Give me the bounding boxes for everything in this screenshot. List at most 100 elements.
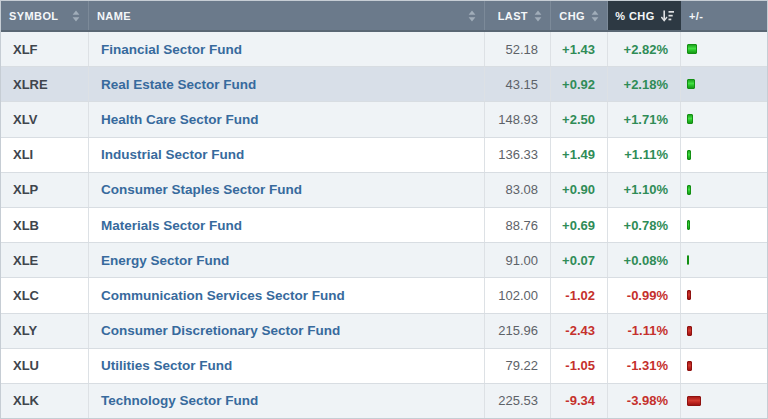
symbol-cell: XLU: [1, 349, 89, 383]
pct-chg-cell: +0.08%: [608, 243, 681, 277]
table-body: XLF Financial Sector Fund 52.18 +1.43 +2…: [1, 32, 767, 418]
column-header-name[interactable]: NAME: [89, 1, 485, 30]
name-link[interactable]: Energy Sector Fund: [89, 243, 485, 277]
table-row-xlp[interactable]: XLP Consumer Staples Sector Fund 83.08 +…: [1, 172, 767, 207]
chg-cell: +1.43: [551, 32, 608, 66]
last-cell: 88.76: [485, 208, 551, 242]
table-row-xlre[interactable]: XLRE Real Estate Sector Fund 43.15 +0.92…: [1, 66, 767, 101]
table-row-xlf[interactable]: XLF Financial Sector Fund 52.18 +1.43 +2…: [1, 32, 767, 66]
change-bar-cell: [681, 278, 767, 312]
pct-chg-cell: +2.18%: [608, 67, 681, 101]
column-header-label: CHG: [559, 10, 585, 22]
column-header-last[interactable]: LAST: [485, 1, 551, 30]
chg-cell: +1.49: [551, 138, 608, 172]
chg-cell: +2.50: [551, 102, 608, 136]
pct-chg-cell: -3.98%: [608, 384, 681, 418]
table-row-xlk[interactable]: XLK Technology Sector Fund 225.53 -9.34 …: [1, 383, 767, 418]
pct-chg-cell: +1.11%: [608, 138, 681, 172]
last-cell: 91.00: [485, 243, 551, 277]
pct-chg-cell: +1.71%: [608, 102, 681, 136]
sort-carets-icon: [591, 10, 599, 22]
sort-carets-icon: [534, 10, 542, 22]
column-header-label: +/-: [689, 10, 703, 22]
name-link[interactable]: Utilities Sector Fund: [89, 349, 485, 383]
last-cell: 83.08: [485, 173, 551, 207]
last-cell: 225.53: [485, 384, 551, 418]
change-bar-cell: [681, 173, 767, 207]
chg-cell: -1.02: [551, 278, 608, 312]
column-header-chg[interactable]: CHG: [551, 1, 608, 30]
pct-chg-cell: -1.11%: [608, 314, 681, 348]
symbol-cell: XLI: [1, 138, 89, 172]
symbol-cell: XLK: [1, 384, 89, 418]
name-link[interactable]: Consumer Staples Sector Fund: [89, 173, 485, 207]
column-header-label: % CHG: [615, 10, 654, 22]
chg-cell: +0.92: [551, 67, 608, 101]
table-row-xlv[interactable]: XLV Health Care Sector Fund 148.93 +2.50…: [1, 101, 767, 136]
symbol-cell: XLB: [1, 208, 89, 242]
symbol-cell: XLE: [1, 243, 89, 277]
table-row-xly[interactable]: XLY Consumer Discretionary Sector Fund 2…: [1, 313, 767, 348]
name-link[interactable]: Financial Sector Fund: [89, 32, 485, 66]
change-bar: [687, 290, 691, 300]
chg-cell: -1.05: [551, 349, 608, 383]
name-link[interactable]: Health Care Sector Fund: [89, 102, 485, 136]
column-header-change-bar: +/-: [681, 1, 767, 30]
column-header-pct-chg[interactable]: % CHG: [608, 1, 681, 30]
column-header-label: LAST: [498, 10, 528, 22]
pct-chg-cell: -0.99%: [608, 278, 681, 312]
last-cell: 102.00: [485, 278, 551, 312]
chg-cell: +0.69: [551, 208, 608, 242]
table-header-row: SYMBOL NAME LAST CHG % CHG: [1, 1, 767, 32]
change-bar-cell: [681, 208, 767, 242]
name-link[interactable]: Consumer Discretionary Sector Fund: [89, 314, 485, 348]
last-cell: 215.96: [485, 314, 551, 348]
change-bar: [687, 396, 701, 406]
change-bar-cell: [681, 314, 767, 348]
name-link[interactable]: Materials Sector Fund: [89, 208, 485, 242]
column-header-label: SYMBOL: [9, 10, 58, 22]
pct-chg-cell: -1.31%: [608, 349, 681, 383]
last-cell: 43.15: [485, 67, 551, 101]
last-cell: 148.93: [485, 102, 551, 136]
symbol-cell: XLP: [1, 173, 89, 207]
change-bar: [687, 114, 693, 124]
chg-cell: -9.34: [551, 384, 608, 418]
change-bar-cell: [681, 67, 767, 101]
name-link[interactable]: Communication Services Sector Fund: [89, 278, 485, 312]
sort-descending-icon: [661, 10, 674, 22]
name-link[interactable]: Industrial Sector Fund: [89, 138, 485, 172]
table-row-xle[interactable]: XLE Energy Sector Fund 91.00 +0.07 +0.08…: [1, 242, 767, 277]
column-header-symbol[interactable]: SYMBOL: [1, 1, 89, 30]
change-bar: [687, 361, 692, 371]
symbol-cell: XLY: [1, 314, 89, 348]
change-bar-cell: [681, 243, 767, 277]
change-bar: [687, 44, 697, 54]
sort-carets-icon: [468, 10, 476, 22]
table-row-xli[interactable]: XLI Industrial Sector Fund 136.33 +1.49 …: [1, 137, 767, 172]
change-bar-cell: [681, 32, 767, 66]
symbol-cell: XLRE: [1, 67, 89, 101]
name-link[interactable]: Technology Sector Fund: [89, 384, 485, 418]
change-bar: [687, 79, 695, 89]
change-bar-cell: [681, 138, 767, 172]
last-cell: 136.33: [485, 138, 551, 172]
change-bar-cell: [681, 384, 767, 418]
change-bar-cell: [681, 349, 767, 383]
change-bar: [687, 255, 689, 265]
change-bar: [687, 220, 690, 230]
table-row-xlb[interactable]: XLB Materials Sector Fund 88.76 +0.69 +0…: [1, 207, 767, 242]
change-bar-cell: [681, 102, 767, 136]
table-row-xlu[interactable]: XLU Utilities Sector Fund 79.22 -1.05 -1…: [1, 348, 767, 383]
table-row-xlc[interactable]: XLC Communication Services Sector Fund 1…: [1, 277, 767, 312]
sector-funds-table: SYMBOL NAME LAST CHG % CHG: [0, 0, 768, 419]
pct-chg-cell: +0.78%: [608, 208, 681, 242]
change-bar: [687, 326, 692, 336]
change-bar: [687, 185, 691, 195]
chg-cell: +0.90: [551, 173, 608, 207]
name-link[interactable]: Real Estate Sector Fund: [89, 67, 485, 101]
sort-carets-icon: [72, 10, 80, 22]
pct-chg-cell: +1.10%: [608, 173, 681, 207]
chg-cell: -2.43: [551, 314, 608, 348]
last-cell: 52.18: [485, 32, 551, 66]
